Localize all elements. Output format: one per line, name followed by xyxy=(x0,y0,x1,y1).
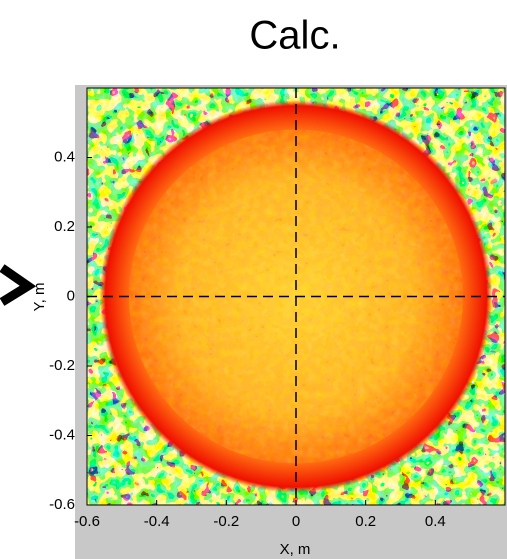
x-tick-label: 0 xyxy=(292,513,300,530)
y-tick-label: 0.4 xyxy=(54,148,75,165)
y-tick-label: 0 xyxy=(67,287,75,304)
x-axis-label: X, m xyxy=(280,541,311,558)
x-tick-label: 0.4 xyxy=(425,513,446,530)
y-tick-label: -0.6 xyxy=(49,496,75,513)
y-tick-label: -0.2 xyxy=(49,357,75,374)
x-tick-label: -0.2 xyxy=(213,513,239,530)
chart-title: Calc. xyxy=(249,14,340,58)
x-tick-label: -0.4 xyxy=(144,513,170,530)
y-tick-label: -0.4 xyxy=(49,426,75,443)
x-tick-label: 0.2 xyxy=(355,513,376,530)
x-tick-label: -0.6 xyxy=(74,513,100,530)
y-tick-label: 0.2 xyxy=(54,218,75,235)
y-axis-label: Y, m xyxy=(31,283,48,312)
plot-frame xyxy=(86,87,506,506)
arrow-head xyxy=(0,264,37,306)
